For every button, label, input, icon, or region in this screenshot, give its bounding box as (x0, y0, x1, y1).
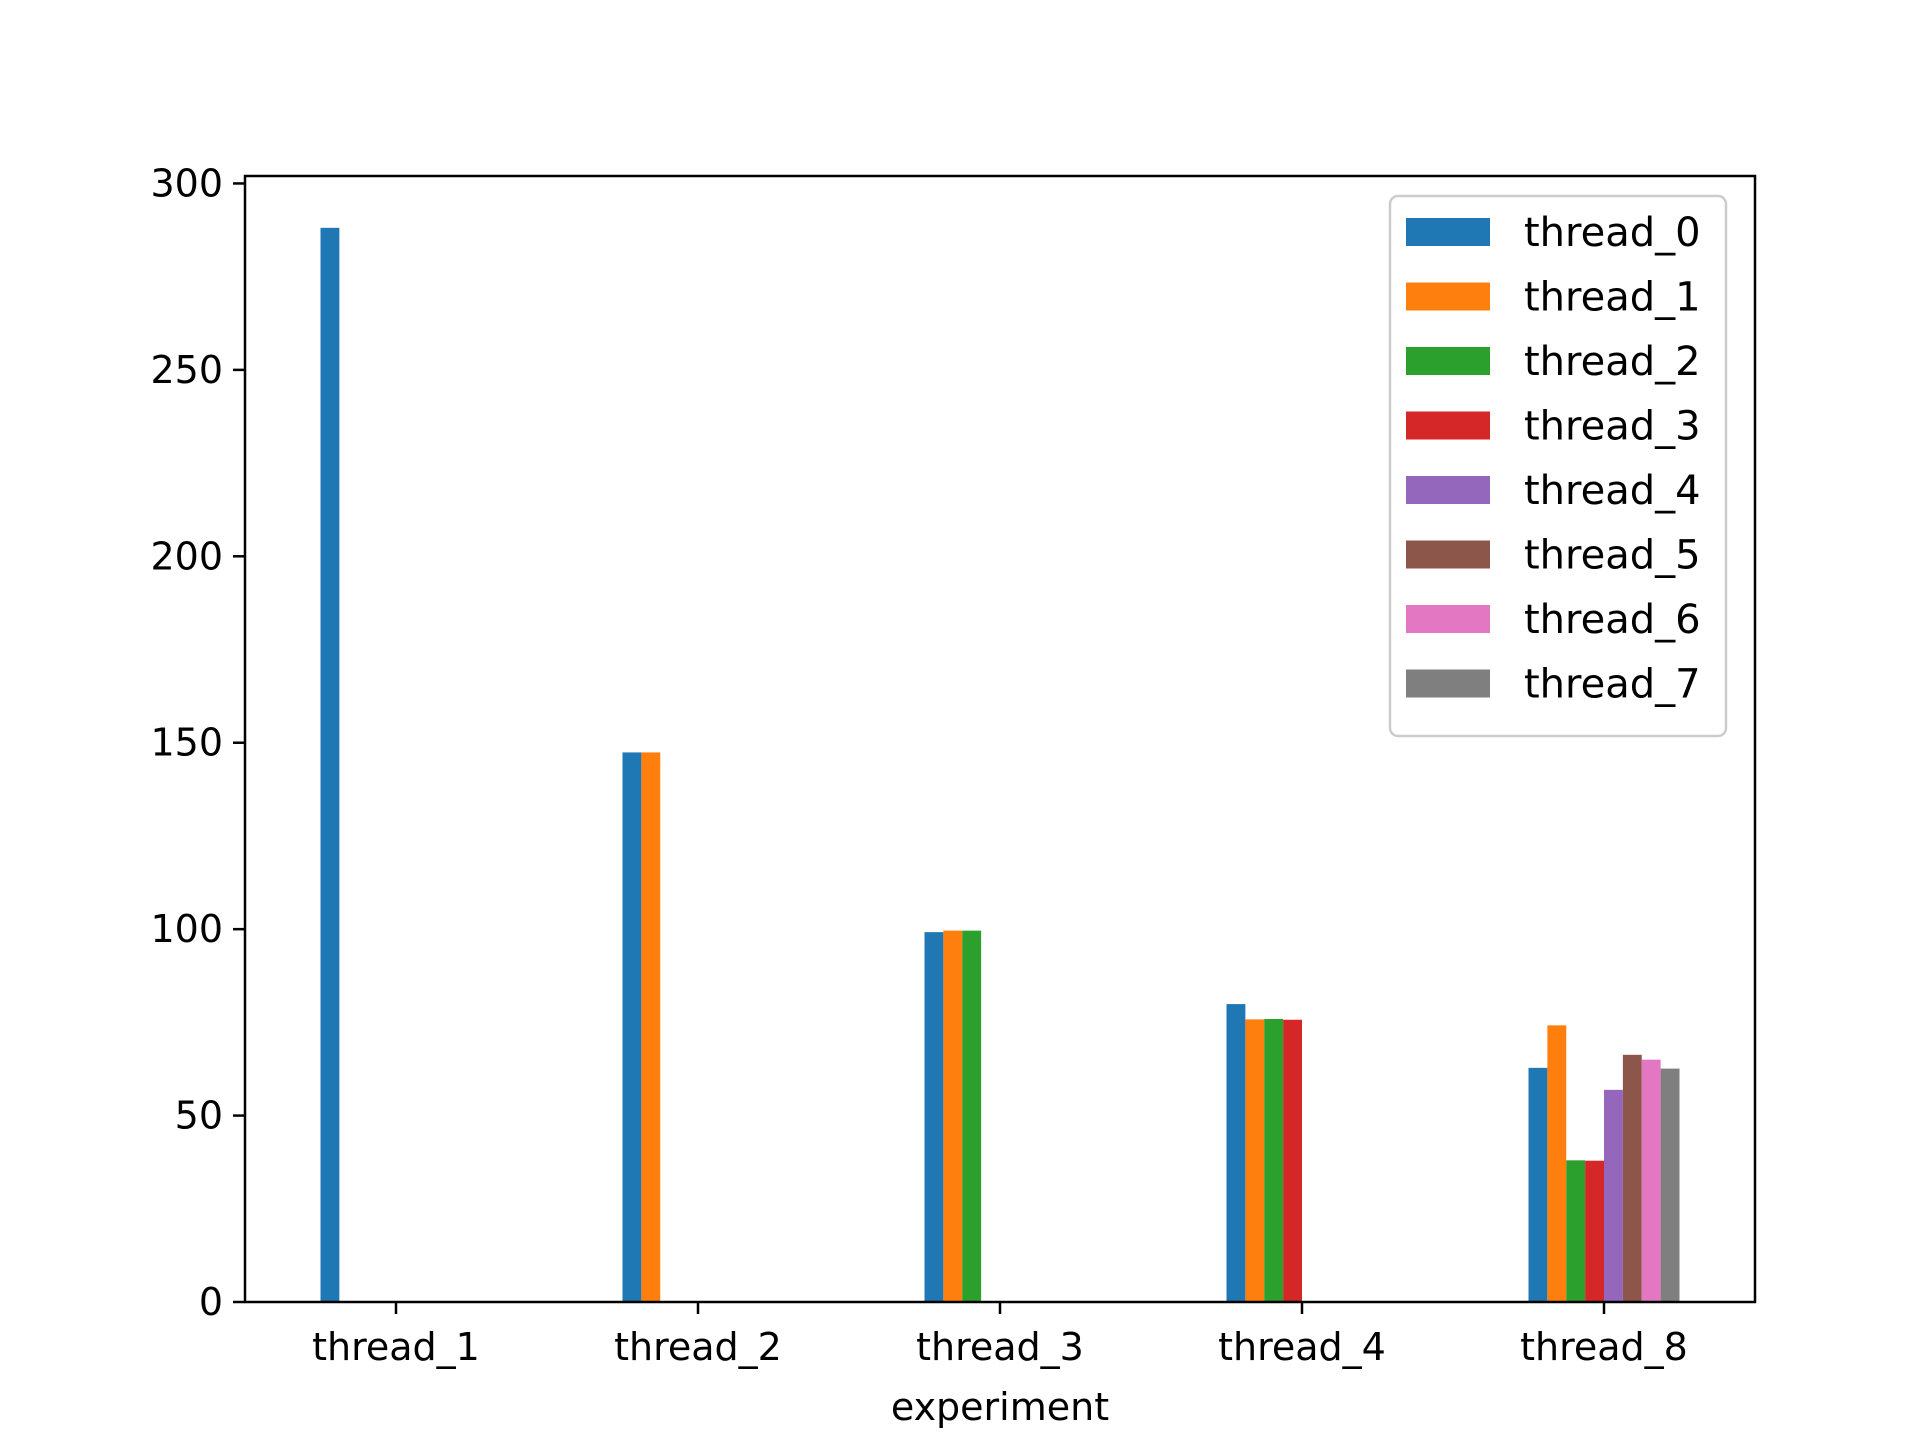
legend-swatch-thread_7 (1406, 669, 1490, 698)
legend-swatch-thread_4 (1406, 476, 1490, 504)
bar-thread_4-thread_8 (1604, 1089, 1623, 1302)
legend-label: thread_2 (1524, 339, 1701, 385)
bar-thread_0-thread_3 (924, 932, 944, 1302)
legend: thread_0 thread_1 thread_2 thread_3 thread_4… (1388, 194, 1728, 738)
x-tick-label: thread_8 (1520, 1325, 1688, 1369)
legend-label: thread_6 (1524, 597, 1701, 643)
y-axis: 0 50 100 150 200 250 300 (150, 161, 245, 1324)
x-tick-label: thread_2 (614, 1325, 782, 1369)
y-tick-label: 300 (150, 161, 223, 205)
y-tick-label: 200 (150, 534, 223, 578)
bar-thread_0-thread_8 (1528, 1067, 1548, 1302)
legend-label: thread_1 (1524, 275, 1701, 321)
bar-thread_0-thread_2 (622, 752, 642, 1302)
bar-thread_2-thread_8 (1566, 1160, 1586, 1302)
bar-thread_1-thread_4 (1245, 1019, 1265, 1302)
legend-swatch-thread_2 (1406, 347, 1490, 375)
bar-thread_1-thread_2 (641, 752, 661, 1302)
y-tick-label: 250 (150, 348, 223, 392)
legend-label: thread_0 (1524, 210, 1701, 256)
x-tick-label: thread_3 (916, 1325, 1084, 1369)
legend-label: thread_7 (1524, 662, 1701, 708)
legend-label: thread_4 (1524, 468, 1701, 514)
bar-thread_7-thread_8 (1660, 1068, 1680, 1302)
bars-group (320, 227, 1680, 1303)
legend-label: thread_5 (1524, 533, 1701, 579)
x-axis-label: experiment (891, 1385, 1109, 1429)
x-axis: thread_1 thread_2 thread_3 thread_4 thread_8 (312, 1302, 1688, 1369)
x-tick-label: thread_4 (1218, 1325, 1386, 1369)
legend-swatch-thread_3 (1406, 411, 1490, 440)
bar-thread_6-thread_8 (1641, 1059, 1661, 1302)
legend-box (1388, 194, 1728, 738)
legend-label: thread_3 (1524, 404, 1701, 450)
bar-thread_2-thread_4 (1264, 1019, 1284, 1302)
bar-thread_0-thread_4 (1226, 1004, 1246, 1302)
legend-swatch-thread_5 (1406, 540, 1490, 569)
y-tick-label: 50 (175, 1094, 223, 1138)
legend-swatch-thread_1 (1406, 282, 1490, 311)
bar-thread_3-thread_4 (1283, 1019, 1302, 1302)
legend-swatch-thread_0 (1406, 218, 1490, 246)
legend-swatch-thread_6 (1406, 605, 1490, 633)
y-tick-label: 0 (199, 1280, 223, 1324)
bar-thread_5-thread_8 (1622, 1054, 1642, 1302)
bar-thread_1-thread_8 (1547, 1025, 1567, 1302)
bar-thread_1-thread_3 (943, 930, 963, 1302)
bar-thread_3-thread_8 (1585, 1160, 1604, 1302)
y-tick-label: 150 (150, 721, 223, 765)
x-tick-label: thread_1 (312, 1325, 480, 1369)
y-tick-label: 100 (150, 907, 223, 951)
bar-thread_2-thread_3 (962, 930, 982, 1302)
bar-thread_0-thread_1 (320, 227, 340, 1303)
